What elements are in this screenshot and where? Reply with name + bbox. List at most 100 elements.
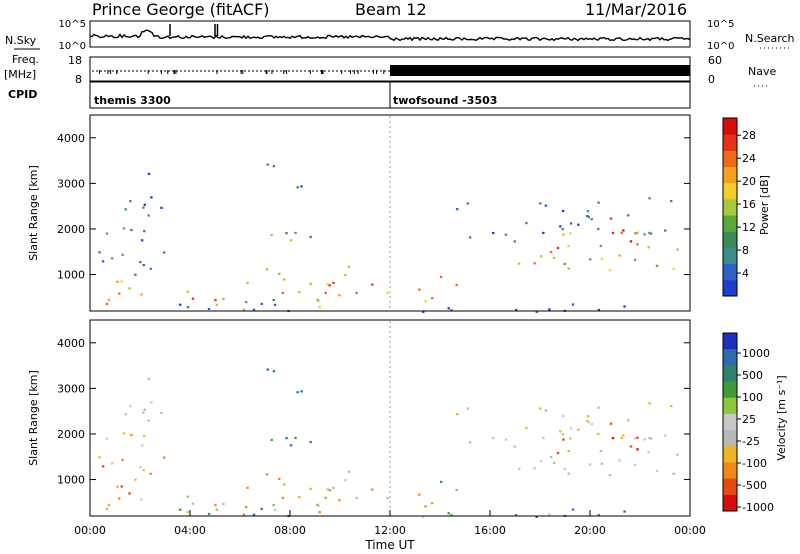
velocity-colorbar-band [723,478,737,496]
velocity-cell [627,419,630,422]
power-colorbar-band [723,279,737,297]
date-label: 11/Mar/2016 [585,0,688,19]
power-cell [281,291,284,294]
velocity-cell [559,430,562,433]
power-cell [552,256,556,260]
velocity-cell [636,436,639,439]
power-cell [569,232,572,235]
power-cell [143,203,147,206]
power-cell [422,310,425,313]
power-cell [134,273,137,276]
velocity-colorbar-label: 1000 [742,347,770,360]
power-cell [318,306,321,309]
power-colorbar-label: 24 [742,152,756,165]
power-cell [139,261,142,264]
velocity-cell [577,428,580,431]
velocity-colorbar-label: 500 [742,369,763,382]
velocity-cell [140,444,144,447]
velocity-cell [618,459,621,462]
power-cell [559,225,562,228]
velocity-cell [338,499,341,502]
velocity-cell [162,456,166,459]
velocity-cell [179,508,182,511]
freq-strip: Freq. [MHz] 18 8 60 0 Nave [4,53,776,87]
power-cell [160,206,163,209]
velocity-cell [590,423,593,426]
power-cell [609,217,613,220]
power-cell [214,299,217,302]
power-cell [162,251,166,254]
velocity-cell [242,513,245,516]
velocity-colorbar-band [723,494,737,512]
beam-label: Beam 12 [355,0,427,19]
power-cell [147,214,150,217]
velocity-cell [107,503,111,506]
velocity-cell [608,474,612,477]
velocity-cell [597,406,600,409]
velocity-cell [207,512,211,516]
velocity-cell [548,513,551,516]
power-cell [567,267,570,270]
power-cell [300,185,303,188]
power-cell [643,233,646,236]
velocity-cell [634,437,637,440]
velocity-cell [648,436,651,440]
velocity-colorbar-label: Velocity [m s⁻¹] [775,375,788,460]
cpid-strip: CPID themis 3300 twofsound -3503 [8,81,691,109]
velocity-cell [110,462,114,465]
velocity-cell [281,496,284,499]
velocity-cell [143,435,146,438]
power-ylabel: Slant Range [km] [27,165,40,261]
power-colorbar-label: 8 [742,244,749,257]
power-cell [544,204,548,207]
power-colorbar-frame [722,117,738,297]
x-tick-label: 04:00 [174,524,206,537]
power-cell [140,293,143,296]
nsky-line [89,29,691,42]
velocity-cell [371,488,374,491]
velocity-cell [142,411,145,414]
x-tick-label: 00:00 [74,524,106,537]
power-cell [563,262,566,266]
power-cell [191,297,195,300]
velocity-cell [326,488,329,491]
power-cell [513,240,517,243]
velocity-cell [118,497,121,500]
y-tick-label: 1000 [57,474,85,487]
velocity-cell [150,401,153,404]
power-cell [347,265,351,268]
velocity-cell [622,434,625,437]
x-tick-label: 20:00 [574,524,606,537]
velocity-cell [424,505,427,508]
power-cell [633,258,637,261]
velocity-cell [272,503,275,507]
power-colorbar-band [723,231,737,248]
freq-label-1: Freq. [12,53,39,66]
velocity-cell [191,502,195,505]
velocity-cell [664,434,667,437]
velocity-colorbar-band [723,462,737,480]
velocity-cell [569,437,572,440]
velocity-cell [655,469,659,473]
power-cell [450,309,453,312]
power-cell [627,214,630,217]
power-cell [326,283,329,286]
y-tick-label: 2000 [57,428,85,441]
power-cell [128,287,131,290]
nsky-label: N.Sky [5,34,37,47]
velocity-cell [186,495,189,498]
velocity-colorbar-frame [722,332,738,512]
power-cell [270,233,273,237]
velocity-colorbar-band [723,446,737,463]
power-cell [647,246,650,249]
power-cell [517,262,521,265]
velocity-cell [120,485,123,488]
power-cell [296,186,299,189]
velocity-cell [246,486,249,489]
velocity-cell [121,458,124,461]
velocity-cell [128,492,131,495]
y-tick-label: 1000 [57,269,85,282]
power-cell [124,208,127,211]
power-cell [504,233,508,236]
power-cell [597,308,601,312]
